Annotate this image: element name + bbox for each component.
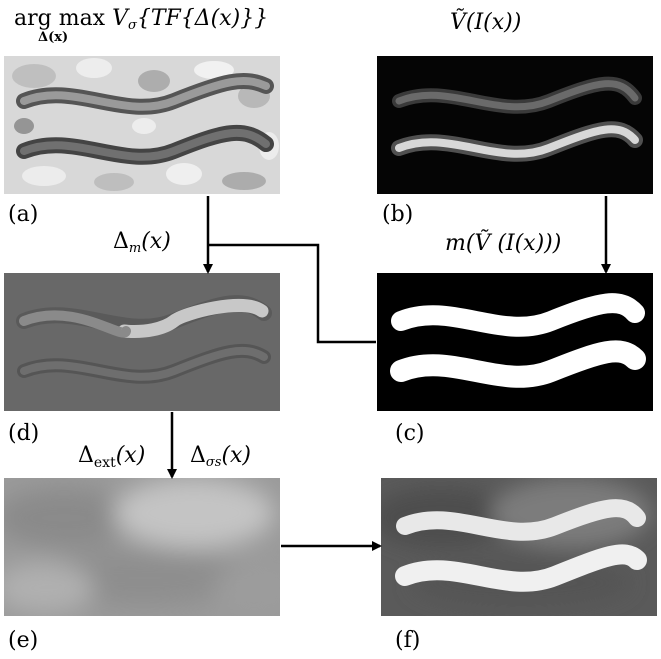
argmax-operator-sub: σ — [127, 18, 137, 33]
argmax-operator: V — [112, 6, 128, 31]
argmax-prefix: arg max — [14, 6, 106, 31]
label-b: (b) — [382, 202, 414, 227]
panel-c-image — [377, 273, 653, 411]
label-d: (d) — [8, 421, 40, 446]
label-delta-sigma: Δσs(x) — [190, 443, 252, 470]
delta-sigma-symbol: Δ — [190, 443, 206, 468]
delta-m-symbol: Δ — [113, 229, 129, 254]
argmax-body: {TF{Δ(x)}} — [136, 6, 269, 31]
label-a: (a) — [8, 202, 39, 227]
delta-m-sub: m — [128, 241, 142, 256]
delta-sigma-sub: σs — [205, 455, 222, 470]
label-f: (f) — [395, 628, 421, 653]
delta-ext-symbol: Δ — [78, 443, 94, 468]
delta-ext-sub: ext — [93, 455, 116, 471]
label-e: (e) — [8, 628, 39, 653]
label-c: (c) — [395, 421, 425, 446]
panel-f-image — [381, 478, 657, 616]
delta-ext-arg: (x) — [115, 443, 146, 468]
label-argmax: arg max Vσ{TF{Δ(x)}} — [14, 6, 269, 33]
panel-b-image — [377, 56, 653, 194]
label-v-tilde: Ṽ(I(x)) — [450, 10, 522, 35]
panel-a-image — [4, 56, 280, 194]
panel-e-image — [4, 478, 280, 616]
label-delta-m: Δm(x) — [113, 229, 171, 256]
delta-m-arg: (x) — [141, 229, 171, 254]
connector-c-to-d — [208, 243, 376, 344]
label-argmax-under: Δ(x) — [38, 30, 69, 45]
panel-d-image — [4, 273, 280, 411]
label-delta-ext: Δext(x) — [78, 443, 146, 471]
label-mask: m(Ṽ (I(x))) — [445, 231, 562, 256]
delta-sigma-arg: (x) — [221, 443, 252, 468]
